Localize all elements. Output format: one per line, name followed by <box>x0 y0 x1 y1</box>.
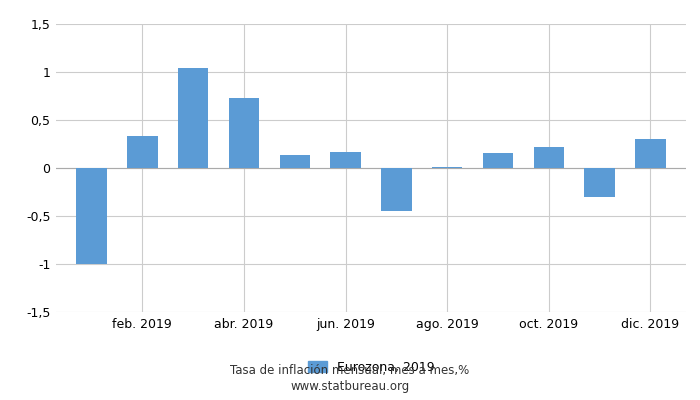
Bar <box>635 139 666 168</box>
Text: www.statbureau.org: www.statbureau.org <box>290 380 410 393</box>
Legend: Eurozona, 2019: Eurozona, 2019 <box>303 356 439 379</box>
Bar <box>76 168 107 264</box>
Bar <box>483 153 513 168</box>
Bar <box>229 98 259 168</box>
Bar <box>330 152 360 168</box>
Bar <box>382 168 412 211</box>
Bar <box>178 68 209 168</box>
Bar <box>127 136 158 168</box>
Text: Tasa de inflación mensual, mes a mes,%: Tasa de inflación mensual, mes a mes,% <box>230 364 470 377</box>
Bar <box>279 154 310 168</box>
Bar <box>533 147 564 168</box>
Bar <box>584 168 615 197</box>
Bar <box>432 167 463 168</box>
